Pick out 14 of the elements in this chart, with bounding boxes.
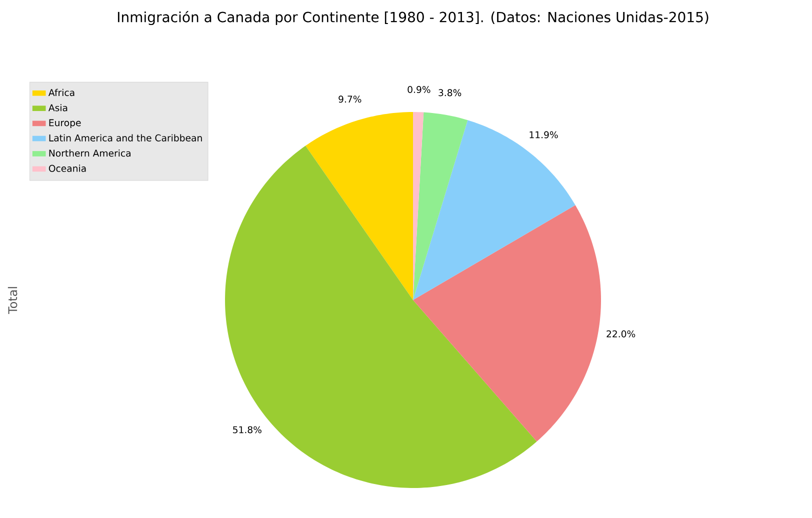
chart-title: Inmigración a Canada por Continente [1980 - 2013]. (Datos: Naciones Unidas-2015) — [118, 10, 708, 26]
data-label: 9.7% — [338, 96, 362, 103]
data-label: 22.0% — [606, 330, 636, 338]
legend-label: Africa — [48, 88, 74, 96]
data-label: 51.8% — [233, 426, 262, 434]
legend-label: Latin America and the Caribbean — [49, 134, 202, 142]
legend-label: Europe — [49, 119, 81, 128]
data-label: 0.9% — [408, 86, 430, 94]
data-label: 11.9% — [530, 131, 558, 138]
text: Total — [8, 287, 18, 314]
legend-label: Oceania — [48, 164, 86, 172]
data-label: 3.8% — [438, 89, 462, 96]
legend-label: Northern America — [49, 149, 130, 157]
legend-label: Asia — [48, 104, 68, 112]
